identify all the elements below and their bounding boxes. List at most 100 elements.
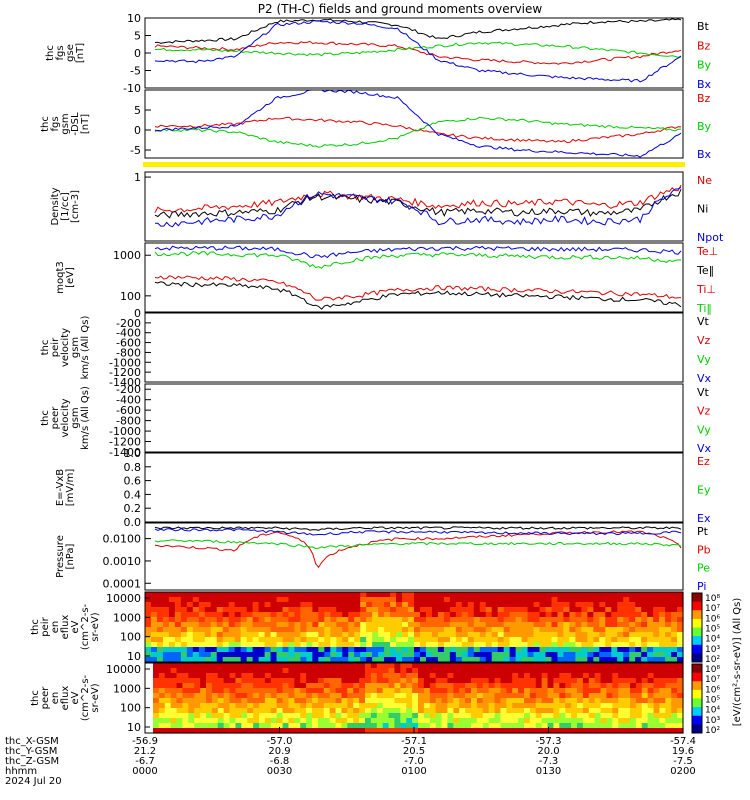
spec-cell (186, 612, 194, 618)
spec-cell (366, 622, 373, 628)
spec-cell (312, 607, 319, 613)
spec-cell (378, 592, 385, 598)
spec-cell (270, 708, 278, 714)
spec-cell (581, 602, 588, 608)
spec-cell (611, 652, 618, 658)
spec-cell (394, 668, 401, 674)
spec-cell (593, 622, 600, 628)
spec-cell (630, 693, 637, 699)
spec-cell (453, 673, 460, 679)
spec-cell (527, 622, 535, 628)
spec-cell (388, 728, 396, 734)
spec-cell (659, 723, 666, 729)
spec-cell (206, 698, 213, 704)
spec-cell (577, 688, 584, 694)
spec-cell (418, 723, 425, 729)
spec-cell (306, 592, 313, 598)
spec-cell (431, 592, 439, 598)
spec-cell (158, 713, 166, 719)
spec-cell (402, 657, 409, 663)
spec-cell (414, 627, 421, 633)
spec-cell (396, 597, 403, 603)
series-Pb (154, 530, 682, 569)
spec-cell (348, 612, 355, 618)
spec-cell (476, 683, 484, 689)
ylabel-line: gsm (60, 113, 71, 134)
spec-cell (294, 703, 301, 709)
spec-cell (223, 683, 231, 689)
spec-cell (282, 652, 290, 658)
spec-cell (429, 688, 437, 694)
spec-cell (194, 663, 201, 669)
xtick-y: 20.9 (268, 746, 290, 757)
spec-cell (145, 637, 152, 643)
spec-cell (396, 652, 403, 658)
spec-cell (359, 713, 366, 719)
spec-cell (575, 652, 582, 658)
spec-cell (200, 713, 207, 719)
spec-cell (204, 627, 212, 633)
spec-cell (575, 592, 582, 598)
spec-cell (229, 678, 237, 684)
spec-cell (360, 602, 367, 608)
spec-cell (400, 683, 407, 689)
spec-cell (635, 602, 642, 608)
xaxis-row-label: thc_Z-GSM (5, 756, 59, 767)
ytick-label: -600 (116, 404, 141, 417)
spec-cell (582, 728, 590, 734)
spec-cell (593, 647, 600, 653)
spec-cell (665, 723, 672, 729)
ytick-label: 100 (120, 290, 141, 303)
spec-cell (429, 693, 437, 699)
spec-cell (665, 713, 672, 719)
spec-cell (282, 678, 290, 684)
spec-cell (241, 723, 248, 729)
panel-peer-spec: thcpeerenefluxeV(cm^2-s-sr-eV)1000010001… (30, 662, 684, 734)
spec-cell (276, 668, 284, 674)
spec-cell (559, 663, 566, 669)
spec-cell (217, 698, 225, 704)
spec-cell (600, 683, 608, 689)
spec-cell (437, 617, 445, 623)
spec-cell (382, 693, 390, 699)
spec-cell (659, 612, 666, 618)
spec-cell (335, 688, 343, 694)
spec-cell (341, 728, 348, 734)
spec-cell (527, 602, 535, 608)
spec-cell (264, 723, 272, 729)
spec-cell (521, 642, 529, 648)
spec-cell (164, 668, 172, 674)
spec-cell (653, 607, 660, 613)
spec-cell (336, 602, 343, 608)
spec-cell (145, 647, 152, 653)
spec-cell (581, 597, 588, 603)
spec-cell (365, 683, 372, 689)
spec-cell (571, 683, 578, 689)
spec-cell (348, 657, 355, 663)
spec-cell (217, 683, 225, 689)
panel-frame (144, 242, 684, 313)
spec-cell (294, 678, 301, 684)
spec-cell (282, 622, 290, 628)
spec-cell (515, 647, 523, 653)
spec-cell (565, 663, 572, 669)
spec-cell (617, 597, 624, 603)
spec-cell (671, 723, 678, 729)
spec-cell (282, 663, 290, 669)
spec-cell (222, 607, 230, 613)
spec-cell (294, 713, 301, 719)
spec-cell (435, 688, 443, 694)
spec-cell (471, 728, 478, 734)
spec-cell (240, 602, 248, 608)
spec-cell (156, 632, 164, 638)
spec-cell (485, 657, 493, 663)
ylabel-line: thc (40, 410, 51, 426)
colorbar-tick: 10⁷ (705, 604, 720, 614)
spec-cell (677, 693, 684, 699)
spec-cell (465, 683, 472, 689)
spec-cell (382, 703, 390, 709)
spec-cell (200, 673, 207, 679)
spec-cell (647, 647, 654, 653)
spec-cell (158, 688, 166, 694)
spec-cell (162, 652, 170, 658)
